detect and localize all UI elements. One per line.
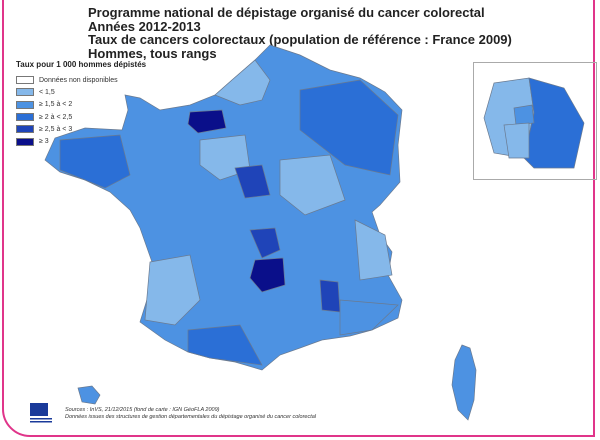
legend-title: Taux pour 1 000 hommes dépistés (16, 60, 147, 69)
title-line-3: Taux de cancers colorectaux (population … (88, 32, 512, 47)
legend-label: ≥ 2,5 à < 3 (39, 125, 73, 133)
legend-swatch (16, 100, 34, 109)
region-drome (319, 279, 341, 313)
legend-item: Données non disponibles (16, 74, 118, 86)
legend-item: ≥ 2 à < 2,5 (16, 111, 118, 123)
sources: Sources : InVS, 21/12/2015 (fond de cart… (65, 407, 316, 421)
sources-line-2: Données issues des structures de gestion… (65, 414, 317, 420)
legend: Données non disponibles < 1,5 ≥ 1,5 à < … (16, 74, 118, 148)
region-limousin (249, 227, 281, 259)
region-east (299, 79, 399, 176)
legend-item: ≥ 3 (16, 135, 118, 147)
legend-label: ≥ 2 à < 2,5 (39, 113, 73, 121)
title-line-2: Années 2012-2013 (88, 18, 201, 34)
region-brittany (59, 134, 131, 189)
legend-label: ≥ 3 (39, 138, 49, 146)
region-correze (249, 257, 286, 293)
region-burgundy (279, 154, 346, 216)
ile-de-france-inset (473, 62, 597, 180)
legend-swatch (16, 113, 34, 122)
legend-swatch (16, 137, 34, 146)
region-normandy (187, 109, 227, 134)
legend-swatch (16, 76, 34, 85)
region-cher (234, 164, 271, 199)
region-alps (354, 219, 393, 281)
legend-item: ≥ 2,5 à < 3 (16, 123, 118, 135)
map-title: Programme national de dépistage organisé… (88, 6, 512, 60)
inset-map (483, 77, 585, 169)
legend-item: < 1,5 (16, 86, 118, 98)
sources-line-1: Sources : InVS, 21/12/2015 (fond de cart… (65, 407, 220, 413)
legend-label: ≥ 1,5 à < 2 (39, 101, 73, 109)
invs-logo (30, 403, 52, 423)
title-line-1: Programme national de dépistage organisé… (88, 5, 485, 20)
region-mediterranean (339, 299, 399, 336)
region-aquitaine (144, 254, 201, 326)
legend-swatch (16, 125, 34, 134)
reunion (77, 385, 101, 405)
region-north (214, 59, 271, 106)
legend-item: ≥ 1,5 à < 2 (16, 99, 118, 111)
legend-label: Données non disponibles (39, 76, 118, 84)
legend-swatch (16, 88, 34, 97)
title-line-4: Hommes, tous rangs (88, 45, 217, 61)
corsica (451, 344, 477, 421)
region-pyrenees (187, 324, 263, 366)
legend-label: < 1,5 (39, 88, 55, 96)
